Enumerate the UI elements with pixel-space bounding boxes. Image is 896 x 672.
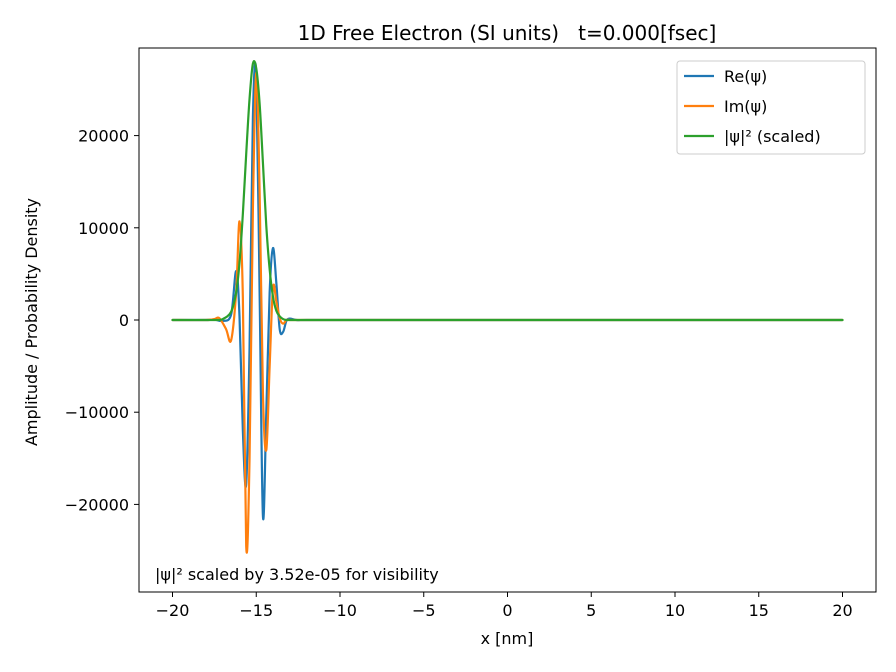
y-tick-label: 10000	[78, 219, 129, 238]
y-tick-label: 0	[119, 311, 129, 330]
y-tick-label: 20000	[78, 127, 129, 146]
legend-label-2: Im(ψ)	[724, 97, 767, 116]
y-axis-label: Amplitude / Probability Density	[22, 198, 41, 446]
x-tick-label: 15	[749, 601, 769, 620]
y-tick-label: −10000	[65, 403, 129, 422]
x-axis-label: x [nm]	[481, 629, 534, 648]
x-tick-label: 20	[832, 601, 852, 620]
series-layer	[171, 60, 844, 554]
y-ticks: −20000 −10000 0 10000 20000	[65, 127, 139, 514]
x-tick-label: −10	[323, 601, 357, 620]
x-ticks: −20 −15 −10 −5 0 5 10 15 20	[156, 592, 853, 620]
legend-label-1: Re(ψ)	[724, 67, 767, 86]
x-tick-label: 0	[502, 601, 512, 620]
x-tick-label: −5	[412, 601, 436, 620]
x-tick-label: −15	[239, 601, 273, 620]
scale-annotation: |ψ|² scaled by 3.52e-05 for visibility	[155, 565, 439, 584]
legend: Re(ψ) Im(ψ) |ψ|² (scaled)	[676, 60, 866, 155]
x-tick-label: 10	[665, 601, 685, 620]
legend-label-3: |ψ|² (scaled)	[724, 127, 821, 146]
legend-box	[676, 60, 866, 155]
chart-title: 1D Free Electron (SI units) t=0.000[fsec…	[298, 21, 717, 45]
x-tick-label: −20	[156, 601, 190, 620]
x-tick-label: 5	[586, 601, 596, 620]
y-tick-label: −20000	[65, 495, 129, 514]
series-line-3	[171, 60, 844, 322]
